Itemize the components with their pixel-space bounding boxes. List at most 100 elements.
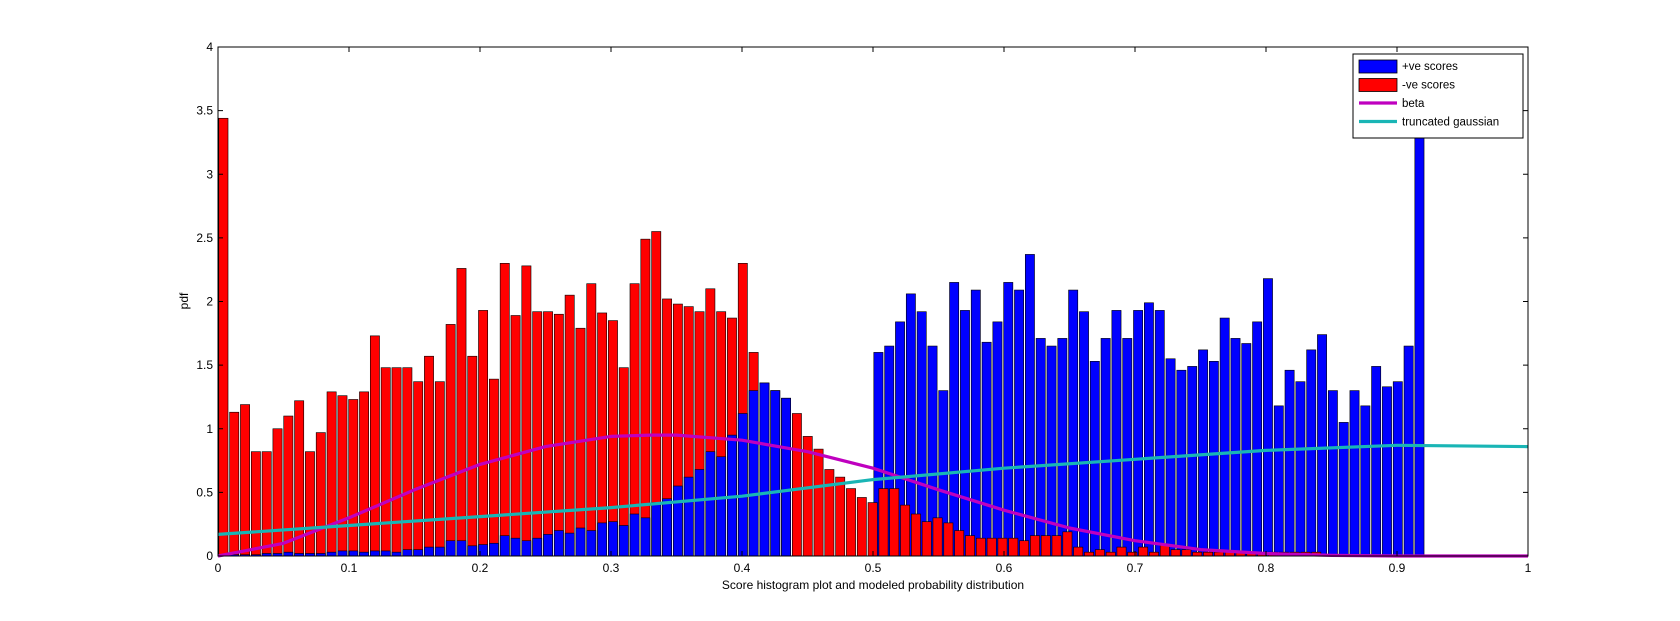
bar-ve-scores-46 bbox=[1371, 366, 1382, 557]
bar-ve-scores-overlap-36 bbox=[608, 521, 618, 557]
bar-ve-scores-7 bbox=[949, 282, 960, 557]
legend-label-2: beta bbox=[1402, 98, 1425, 110]
bar-ve-scores-36 bbox=[1263, 278, 1273, 557]
bar-ve-scores-overlap-31 bbox=[553, 530, 564, 557]
bar-ve-scores-65 bbox=[921, 521, 932, 557]
bar-ve-scores-15 bbox=[1035, 338, 1046, 557]
bar-ve-scores-92 bbox=[1214, 551, 1224, 557]
bar-ve-scores-53 bbox=[791, 413, 802, 557]
bar-ve-scores-18 bbox=[413, 381, 424, 557]
y-axis-label: pdf bbox=[177, 292, 191, 309]
bar-ve-scores-90 bbox=[1192, 551, 1203, 557]
bar-ve-scores-26 bbox=[1154, 310, 1165, 557]
bar-ve-scores-overlap-44 bbox=[694, 469, 705, 557]
bar-ve-scores-10 bbox=[326, 391, 337, 557]
bar-ve-scores-9 bbox=[315, 432, 326, 557]
bar-ve-scores-overlap-29 bbox=[532, 537, 543, 557]
bar-ve-scores-40 bbox=[1306, 349, 1317, 557]
x-tick-label-4: 0.4 bbox=[734, 561, 751, 575]
bar-ve-scores-57 bbox=[835, 476, 846, 557]
bar-ve-scores-70 bbox=[975, 537, 986, 557]
bar-ve-scores-6 bbox=[283, 415, 294, 557]
bar-ve-scores-8 bbox=[305, 451, 315, 557]
bar-ve-scores-overlap-19 bbox=[424, 546, 434, 557]
bar-ve-scores-25 bbox=[489, 378, 499, 557]
bar-ve-scores-overlap-42 bbox=[672, 485, 683, 557]
bar-ve-scores-15 bbox=[380, 367, 391, 557]
bar-ve-scores-83 bbox=[1116, 546, 1127, 557]
bar-ve-scores-overlap-17 bbox=[402, 549, 413, 557]
bar-ve-scores-44 bbox=[1349, 390, 1360, 557]
bar-ve-scores-23 bbox=[467, 355, 478, 557]
bar-ve-scores-31 bbox=[553, 313, 564, 557]
bar-ve-scores-61 bbox=[878, 488, 889, 557]
legend: +ve scores -ve scores beta truncated gaussi… bbox=[1352, 53, 1524, 139]
y-tick-label-8: 4 bbox=[206, 40, 213, 54]
bar-ve-scores-60 bbox=[867, 502, 878, 557]
bar-ve-scores-34 bbox=[1241, 343, 1252, 557]
bar-ve-scores-overlap-30 bbox=[543, 534, 553, 557]
bar-ve-scores-8 bbox=[960, 310, 970, 557]
bar-ve-scores-49 bbox=[1403, 345, 1414, 557]
bar-ve-scores-overlap-35 bbox=[597, 522, 608, 557]
bar-ve-scores-4 bbox=[261, 451, 272, 557]
bar-ve-scores-overlap-41 bbox=[662, 498, 672, 557]
bar-ve-scores-overlap-45 bbox=[705, 451, 716, 557]
bar-ve-scores-20 bbox=[434, 381, 445, 557]
bar-ve-scores-17 bbox=[402, 367, 413, 557]
bar-ve-scores-overlap-52 bbox=[781, 397, 791, 557]
bar-ve-scores-overlap-43 bbox=[683, 476, 694, 557]
bar-ve-scores-29 bbox=[1187, 366, 1198, 557]
bar-ve-scores-0 bbox=[218, 117, 229, 557]
bar-ve-scores-81 bbox=[1094, 549, 1105, 557]
bar-ve-scores-overlap-16 bbox=[391, 551, 402, 557]
legend-swatch-1 bbox=[1358, 78, 1398, 92]
x-tick-label-1: 0.1 bbox=[341, 561, 358, 575]
y-tick-label-3: 1.5 bbox=[196, 358, 213, 372]
bar-ve-scores-overlap-38 bbox=[629, 513, 640, 557]
bar-ve-scores-32 bbox=[1219, 317, 1230, 557]
bar-ve-scores-82 bbox=[1105, 551, 1116, 557]
bar-ve-scores-overlap-39 bbox=[640, 517, 651, 557]
bar-ve-scores-75 bbox=[1030, 535, 1040, 557]
bar-ve-scores-76 bbox=[1040, 535, 1051, 557]
bar-ve-scores-overlap-15 bbox=[380, 550, 391, 557]
bar-ve-scores-58 bbox=[846, 488, 856, 557]
x-axis-label: Score histogram plot and modeled probabi… bbox=[722, 578, 1024, 592]
lines-layer bbox=[217, 433, 1529, 558]
bar-ve-scores-54 bbox=[802, 436, 813, 557]
bar-ve-scores-overlap-34 bbox=[586, 530, 597, 557]
bar-ve-scores-overlap-6 bbox=[283, 551, 294, 557]
x-tick-label-5: 0.5 bbox=[865, 561, 882, 575]
bar-ve-scores-overlap-20 bbox=[434, 546, 445, 557]
bar-ve-scores-22 bbox=[456, 268, 467, 557]
bar-ve-scores-84 bbox=[1127, 551, 1138, 557]
bar-ve-scores-28 bbox=[1176, 369, 1187, 557]
bar-ve-scores-73 bbox=[1008, 537, 1019, 557]
bar-ve-scores-37 bbox=[1273, 405, 1284, 557]
bar-ve-scores-19 bbox=[1079, 311, 1089, 557]
bar-ve-scores-13 bbox=[359, 391, 369, 557]
bar-ve-scores-86 bbox=[1149, 551, 1159, 557]
x-tick-label-8: 0.8 bbox=[1258, 561, 1275, 575]
bar-ve-scores-19 bbox=[424, 355, 434, 557]
bar-ve-scores-42 bbox=[1327, 390, 1338, 557]
bar-ve-scores-30 bbox=[543, 311, 553, 557]
bar-ve-scores-overlap-26 bbox=[499, 535, 510, 557]
bar-ve-scores-91 bbox=[1203, 551, 1213, 557]
bar-ve-scores-overlap-27 bbox=[510, 537, 521, 557]
bar-ve-scores-59 bbox=[856, 497, 867, 557]
bar-ve-scores-14 bbox=[1024, 254, 1035, 557]
bar-ve-scores-21 bbox=[1100, 338, 1111, 557]
bar-ve-scores-overlap-14 bbox=[369, 550, 380, 557]
bar-ve-scores-64 bbox=[911, 513, 921, 557]
bar-ve-scores-38 bbox=[1284, 369, 1295, 557]
bar-ve-scores-36 bbox=[608, 320, 618, 557]
bar-ve-scores-overlap-11 bbox=[337, 550, 348, 557]
bar-ve-scores-79 bbox=[1073, 546, 1084, 557]
bar-ve-scores-35 bbox=[1252, 321, 1263, 557]
y-tick-label-5: 2.5 bbox=[196, 231, 213, 245]
bar-ve-scores-overlap-46 bbox=[716, 456, 727, 557]
y-tick-label-1: 0.5 bbox=[196, 485, 213, 499]
